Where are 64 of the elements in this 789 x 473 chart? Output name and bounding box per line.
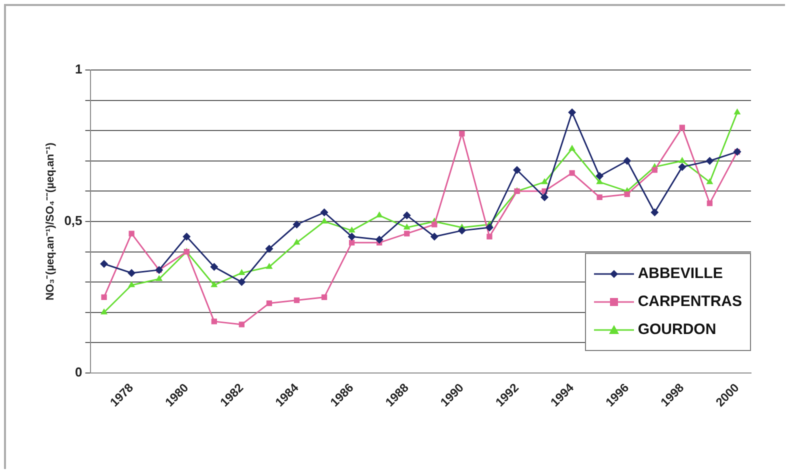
point (100, 308, 108, 314)
point (569, 170, 575, 176)
point (156, 275, 163, 282)
point (706, 200, 713, 206)
point (210, 262, 218, 271)
point (266, 300, 272, 306)
point (596, 178, 604, 184)
point (320, 208, 328, 216)
point (486, 234, 492, 240)
point (101, 294, 107, 300)
point (540, 193, 549, 202)
point (512, 166, 521, 174)
point (320, 217, 328, 224)
point (568, 108, 576, 116)
point (706, 156, 714, 165)
point (734, 108, 741, 114)
point (375, 236, 384, 244)
point (265, 244, 274, 253)
point (348, 240, 355, 246)
point (376, 211, 383, 218)
point (402, 211, 411, 220)
point (128, 230, 134, 236)
point (430, 232, 438, 241)
point (321, 294, 328, 300)
point (348, 232, 356, 241)
point (182, 232, 191, 241)
point (678, 162, 686, 171)
point (596, 194, 602, 200)
point (292, 220, 301, 228)
legend-label: CARPENTRAS (638, 293, 742, 310)
point (458, 226, 466, 235)
point (294, 297, 300, 304)
point (266, 262, 273, 269)
point (623, 156, 632, 165)
y-tick-label: 1 (75, 62, 82, 77)
y-tick-label: 0,5 (64, 213, 82, 228)
point (293, 238, 300, 245)
point (128, 268, 136, 277)
point (403, 224, 410, 230)
point (238, 278, 246, 286)
point (485, 224, 494, 232)
point (100, 260, 108, 268)
point (679, 124, 686, 130)
point (348, 226, 356, 233)
y-axis-title: NO₃⁻(µeq.an⁻¹)/SO₄⁻⁻(µeq.an⁻¹) (44, 142, 57, 300)
point (624, 191, 630, 198)
legend-label: ABBEVILLE (638, 265, 723, 282)
point (128, 281, 136, 288)
point (211, 318, 217, 324)
point (238, 268, 246, 275)
point (210, 281, 218, 288)
point (596, 172, 604, 180)
point (650, 208, 659, 216)
point (568, 144, 576, 151)
point (706, 178, 714, 184)
legend-label: GOURDON (638, 321, 716, 338)
point (404, 230, 410, 236)
point (238, 322, 245, 328)
point (432, 222, 438, 228)
point (678, 156, 686, 163)
point (459, 130, 465, 136)
point (652, 167, 658, 173)
point (541, 178, 548, 184)
y-tick-label: 0 (75, 364, 82, 380)
